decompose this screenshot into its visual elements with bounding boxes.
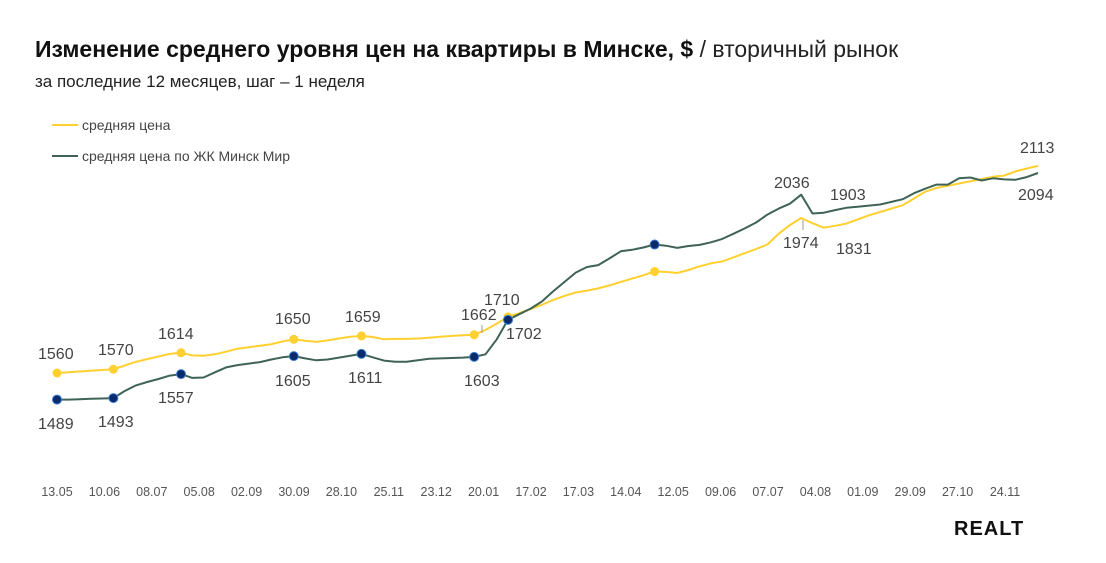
x-tick-label: 17.03	[563, 485, 594, 499]
x-tick-label: 24.11	[990, 485, 1020, 499]
data-label: 2113	[1020, 140, 1055, 157]
x-tick-label: 13.05	[41, 485, 72, 499]
x-tick-label: 01.09	[847, 485, 878, 499]
data-label: 1614	[158, 326, 194, 343]
x-tick-label: 08.07	[136, 485, 167, 499]
x-tick-label: 02.09	[231, 485, 262, 499]
data-label: 1710	[484, 292, 520, 309]
data-label: 1560	[38, 346, 74, 363]
data-point-marker	[289, 334, 299, 344]
x-tick-label: 25.11	[374, 485, 404, 499]
data-point-marker	[176, 369, 187, 380]
x-tick-label: 23.12	[421, 485, 452, 499]
x-tick-label: 05.08	[184, 485, 215, 499]
x-tick-label: 27.10	[942, 485, 973, 499]
x-tick-label: 12.05	[658, 485, 689, 499]
data-point-marker	[649, 239, 660, 250]
data-point-marker	[288, 351, 299, 362]
x-tick-label: 29.09	[895, 485, 926, 499]
chart-title: Изменение среднего уровня цен на квартир…	[35, 36, 898, 63]
series-line-average	[56, 164, 1039, 374]
data-point-marker	[108, 393, 119, 404]
chart-title-main: Изменение среднего уровня цен на квартир…	[35, 36, 694, 62]
data-label: 2094	[1018, 187, 1054, 204]
data-point-marker	[356, 348, 367, 359]
chart-subtitle: за последние 12 месяцев, шаг – 1 неделя	[35, 72, 365, 91]
data-label: 1611	[348, 370, 383, 387]
data-point-marker	[503, 314, 514, 325]
chart-title-suffix: / вторичный рынок	[699, 36, 899, 62]
realt-logo: REALT	[954, 518, 1025, 540]
data-label: 1650	[275, 311, 311, 328]
data-label: 1831	[836, 241, 872, 258]
x-tick-label: 30.09	[278, 485, 309, 499]
data-label: 1659	[345, 309, 381, 326]
data-label: 1489	[38, 416, 74, 433]
data-label: 1974	[783, 235, 819, 252]
data-label: 1493	[98, 414, 134, 431]
x-tick-label: 04.08	[800, 485, 831, 499]
legend-swatch-average	[52, 124, 78, 126]
x-tick-label: 10.06	[89, 485, 120, 499]
data-label: 1603	[464, 373, 500, 390]
data-point-marker	[469, 351, 480, 362]
data-point-marker	[176, 348, 186, 358]
data-point-marker	[52, 394, 62, 405]
x-tick-label: 28.10	[326, 485, 357, 499]
legend-label-minsk-mir: средняя цена по ЖК Минск Мир	[82, 148, 290, 164]
data-point-marker	[469, 330, 479, 340]
legend-swatch-minsk-mir	[52, 155, 78, 157]
legend-label-average: средняя цена	[82, 117, 171, 133]
data-label: 1702	[506, 326, 542, 343]
x-tick-label: 17.02	[515, 485, 546, 499]
data-label: 1570	[98, 342, 134, 359]
x-tick-label: 07.07	[752, 485, 783, 499]
legend-item-minsk-mir: средняя цена по ЖК Минск Мир	[52, 148, 290, 164]
x-tick-label: 14.04	[610, 485, 641, 499]
data-point-marker	[108, 364, 118, 374]
x-tick-label: 20.01	[468, 485, 499, 499]
data-label: 1903	[830, 187, 866, 204]
x-tick-label: 09.06	[705, 485, 736, 499]
data-label: 2036	[774, 175, 810, 192]
data-point-marker	[52, 368, 62, 378]
data-label: 1557	[158, 390, 194, 407]
data-label: 1662	[461, 307, 497, 324]
series-line-minsk-mir	[57, 172, 1039, 401]
data-label: 1605	[275, 373, 311, 390]
data-point-marker	[650, 267, 660, 277]
data-point-marker	[356, 331, 366, 341]
legend-item-average: средняя цена	[52, 117, 170, 133]
